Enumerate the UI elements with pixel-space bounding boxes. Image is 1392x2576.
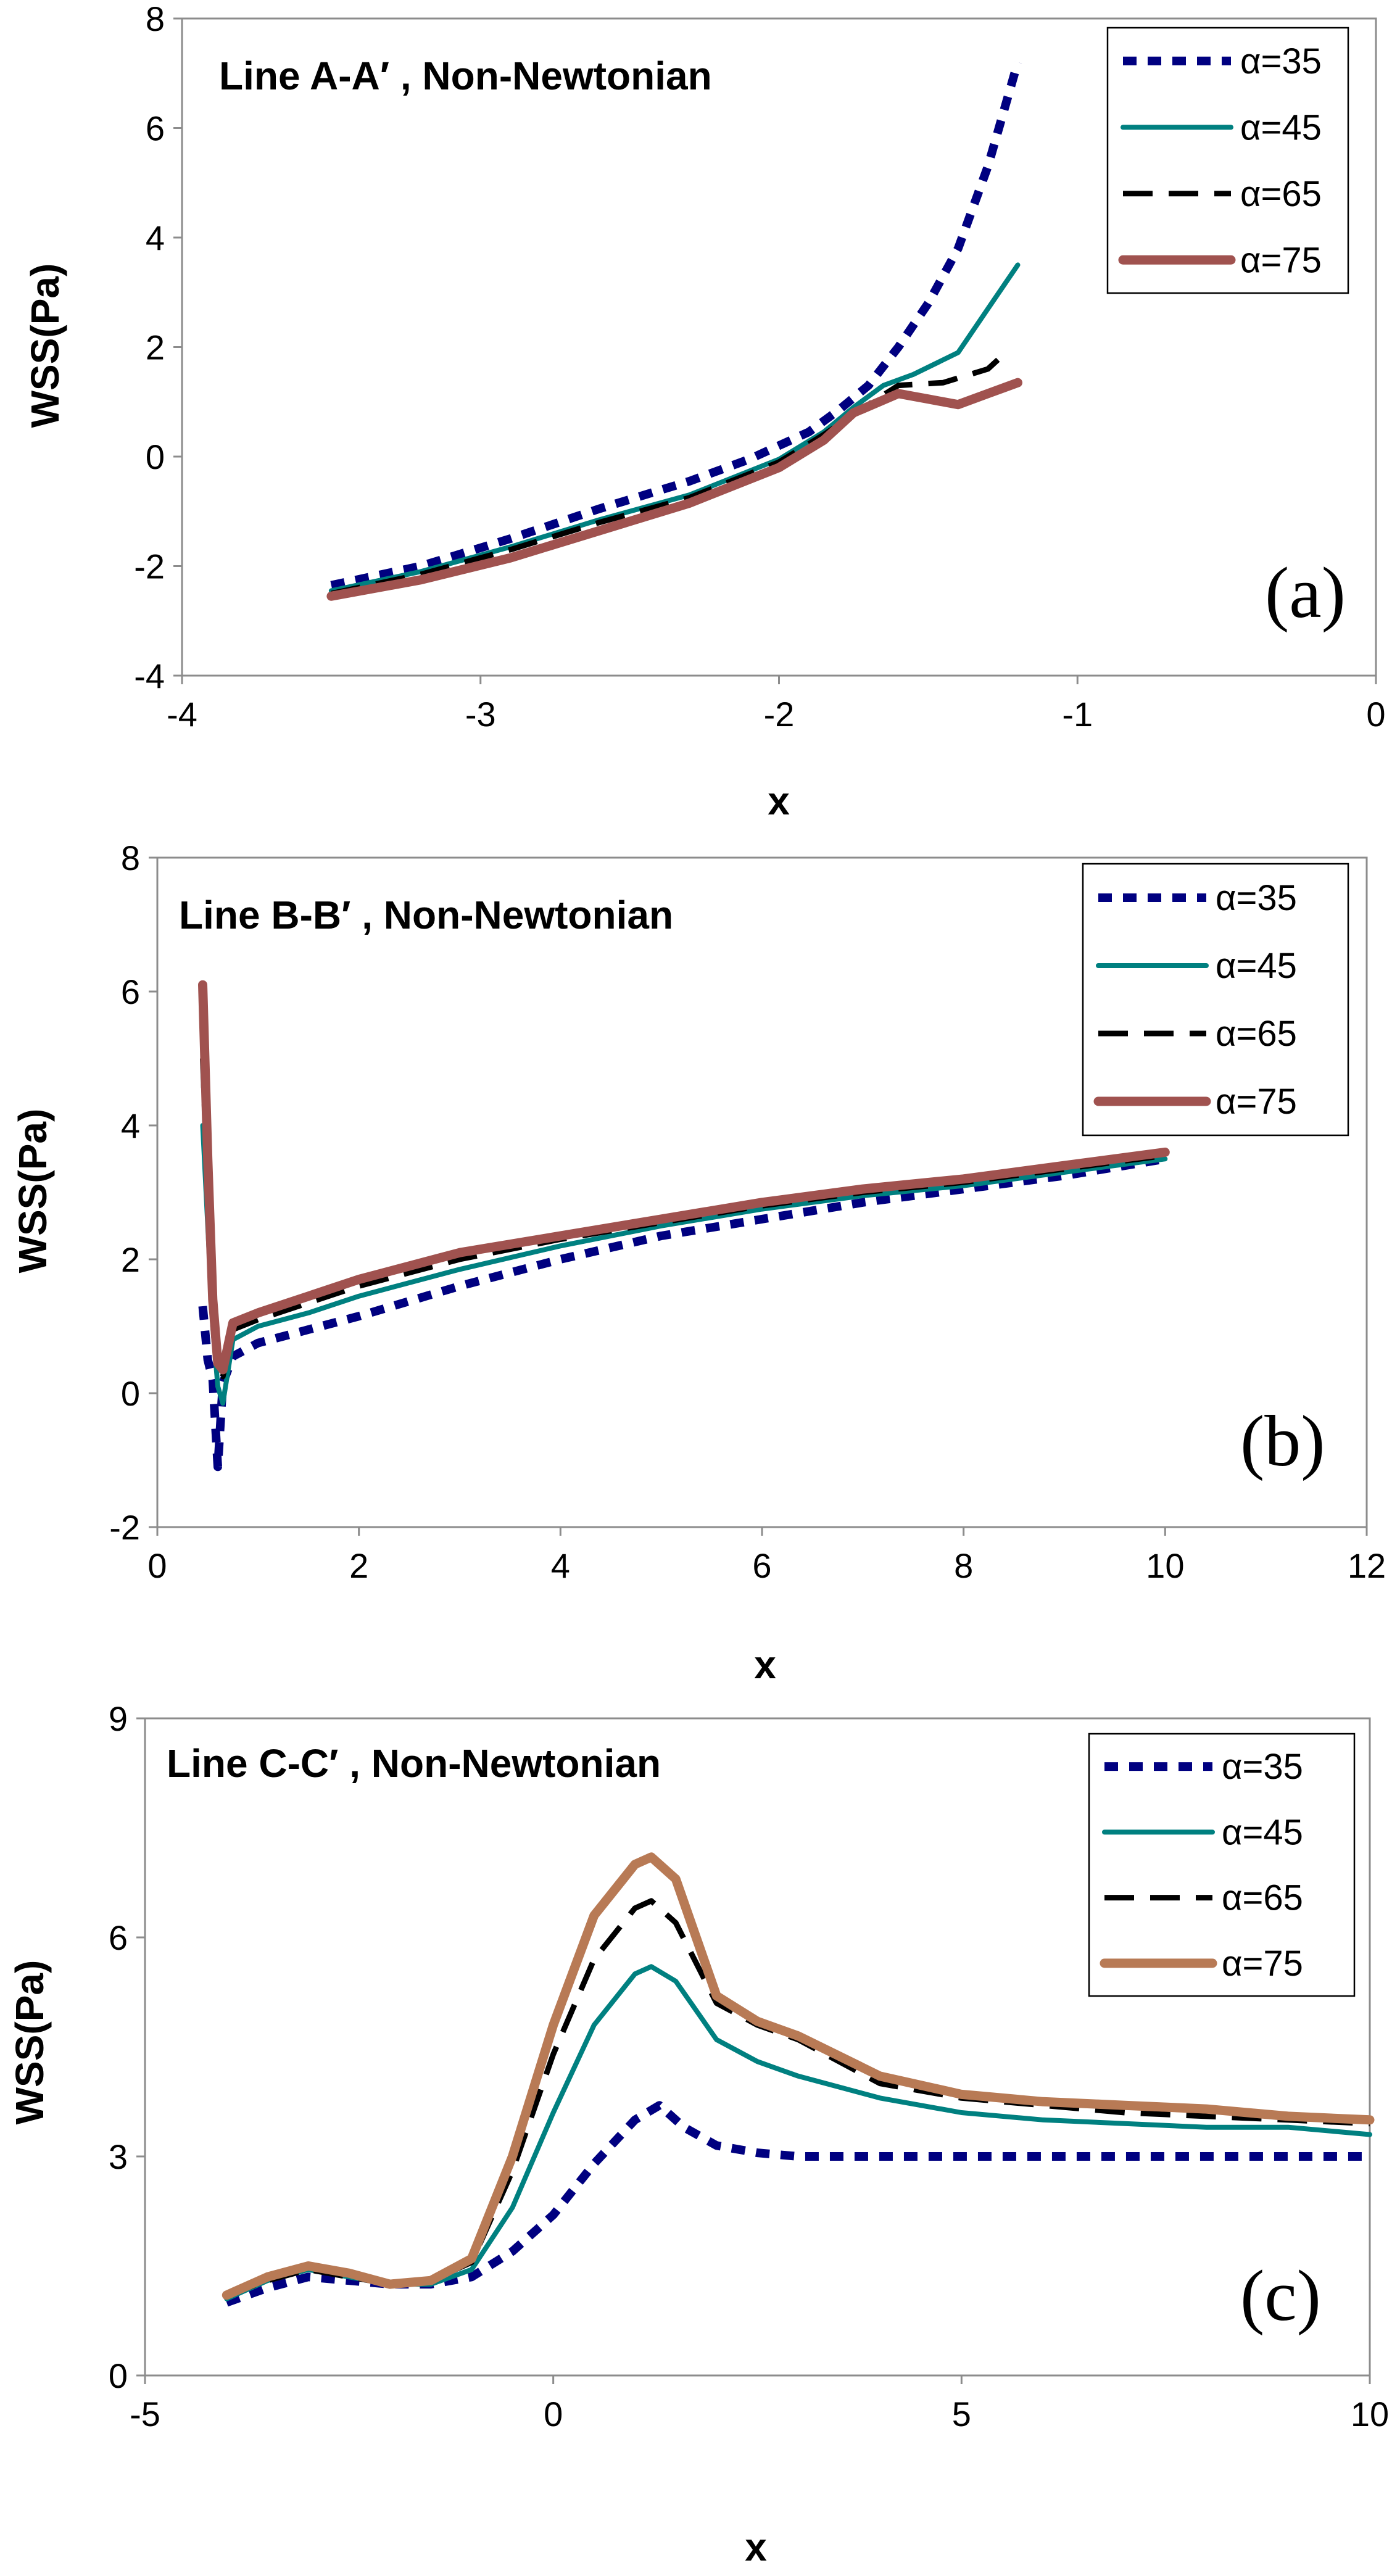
y-tick-label: 0	[121, 1374, 140, 1413]
y-tick-label: 6	[121, 972, 140, 1011]
x-tick-label: 4	[551, 1546, 570, 1585]
y-axis-title: WSS(Pa)	[7, 1960, 52, 2125]
legend-label-2: α=65	[1222, 1878, 1303, 1918]
y-tick-label: 3	[109, 2137, 128, 2176]
series-line-0	[330, 61, 1022, 590]
y-tick-label: 4	[121, 1106, 140, 1145]
legend-label-1: α=45	[1240, 107, 1322, 147]
legend-label-0: α=35	[1222, 1747, 1303, 1787]
chart-title: Line A-A′ , Non-Newtonian	[219, 54, 712, 98]
chart-title: Line C-C′ , Non-Newtonian	[167, 1741, 661, 1786]
y-tick-label: 8	[121, 839, 140, 877]
panel-tag: (a)	[1265, 552, 1346, 633]
y-tick-label: -2	[109, 1508, 140, 1547]
series-line-3	[198, 980, 1170, 1375]
x-axis-title: x	[745, 2525, 767, 2569]
legend-box	[1088, 1733, 1356, 1997]
legend: α=35 α=45 α=65 α=75	[1088, 1733, 1356, 1997]
legend-box	[1106, 27, 1349, 294]
x-axis-title: x	[768, 779, 790, 823]
x-tick-label: -1	[1062, 695, 1093, 734]
y-tick-label: 4	[146, 218, 165, 257]
legend-label-3: α=75	[1222, 1944, 1303, 1984]
x-tick-label: 0	[1366, 695, 1385, 734]
y-tick-label: 2	[146, 328, 165, 367]
x-tick-label: 10	[1146, 1546, 1184, 1585]
x-tick-label: 2	[349, 1546, 368, 1585]
y-tick-label: -4	[134, 656, 165, 695]
legend-label-1: α=45	[1216, 946, 1297, 986]
y-tick-label: 8	[146, 0, 165, 38]
legend-label-0: α=35	[1240, 41, 1322, 81]
series-line-0	[225, 2101, 1370, 2307]
x-tick-label: 10	[1351, 2395, 1389, 2433]
x-tick-label: -4	[167, 695, 197, 734]
x-tick-label: 8	[954, 1546, 973, 1585]
panel-tag: (b)	[1240, 1401, 1325, 1481]
y-axis-title: WSS(Pa)	[23, 263, 67, 428]
chart-panel-a: -4 -3 -2 -1 0 -4 -2 0 2 4 6 8 Line A-A′ , Non-Newton…	[23, 0, 1386, 823]
series-line-3	[222, 1852, 1375, 2300]
y-tick-label: 0	[146, 437, 165, 476]
x-tick-label: 0	[544, 2395, 563, 2433]
y-tick-label: 2	[121, 1240, 140, 1279]
x-tick-label: 6	[752, 1546, 771, 1585]
legend-label-1: α=45	[1222, 1812, 1303, 1852]
legend-box	[1082, 863, 1349, 1137]
legend: α=35 α=45 α=65 α=75	[1106, 27, 1349, 294]
legend-label-2: α=65	[1216, 1014, 1297, 1054]
legend-label-3: α=75	[1216, 1082, 1297, 1122]
series-line-1	[328, 262, 1021, 594]
x-tick-label: -3	[465, 695, 496, 734]
plot-area-frame	[144, 1717, 1371, 2377]
legend-label-3: α=75	[1240, 240, 1322, 280]
x-axis-title: x	[754, 1642, 776, 1687]
y-axis-title: WSS(Pa)	[10, 1109, 55, 1274]
legend: α=35 α=45 α=65 α=75	[1082, 863, 1349, 1137]
y-tick-label: 0	[109, 2356, 128, 2395]
series-line-2	[330, 353, 1005, 597]
series-line-0	[198, 1154, 1166, 1472]
x-tick-label: 12	[1348, 1546, 1386, 1585]
series-line-1	[224, 1964, 1372, 2301]
legend-label-2: α=65	[1240, 174, 1322, 214]
x-tick-label: -5	[130, 2395, 160, 2433]
x-tick-label: 5	[952, 2395, 971, 2433]
panel-tag: (c)	[1240, 2255, 1321, 2336]
chart-title: Line B-B′ , Non-Newtonian	[179, 893, 673, 937]
y-tick-label: 9	[109, 1699, 128, 1738]
x-tick-label: -2	[764, 695, 795, 734]
y-tick-label: 6	[109, 1918, 128, 1957]
y-tick-label: 6	[146, 109, 165, 148]
series-line-3	[326, 378, 1022, 601]
legend-label-0: α=35	[1216, 878, 1297, 918]
x-tick-label: 0	[147, 1546, 167, 1585]
y-tick-label: -2	[134, 547, 165, 586]
